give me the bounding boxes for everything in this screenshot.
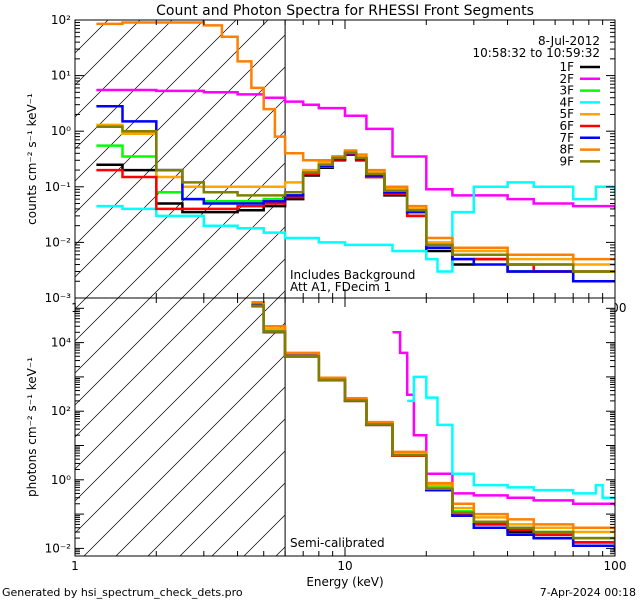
legend-label: 9F bbox=[559, 154, 574, 168]
timestamp: 7-Apr-2024 00:18 bbox=[540, 586, 636, 599]
hatch-line bbox=[75, 20, 173, 118]
x-tick-label: 100 bbox=[604, 559, 627, 573]
x-tick-label: 10 bbox=[337, 559, 352, 573]
annotation-attenuator: Att A1, FDecim 1 bbox=[290, 280, 391, 294]
series-2F bbox=[96, 88, 615, 209]
hatch-line bbox=[75, 298, 311, 534]
time-range-label: 10:58:32 to 10:59:32 bbox=[473, 46, 600, 60]
hatch-line bbox=[75, 298, 215, 438]
hatch-line bbox=[75, 298, 279, 502]
y-axis-label: counts cm⁻² s⁻¹ keV⁻¹ bbox=[25, 93, 39, 225]
series-9F bbox=[251, 304, 615, 546]
series-9F bbox=[96, 125, 615, 273]
generated-by: Generated by hsi_spectrum_check_dets.pro bbox=[2, 586, 243, 599]
y-axis-label: photons cm⁻² s⁻¹ keV⁻¹ bbox=[25, 357, 39, 497]
legend-label: 7F bbox=[559, 131, 574, 145]
x-axis-label: Energy (keV) bbox=[306, 575, 383, 589]
y-tick-label: 10² bbox=[51, 13, 71, 27]
hatch-line bbox=[75, 298, 87, 310]
y-tick-label: 10⁰ bbox=[51, 473, 71, 487]
date-label: 8-Jul-2012 bbox=[538, 34, 600, 48]
top-panel-series bbox=[96, 21, 615, 283]
y-tick-label: 10⁰ bbox=[51, 124, 71, 138]
y-tick-label: 10⁻² bbox=[45, 235, 72, 249]
legend-label: 5F bbox=[559, 107, 574, 121]
legend-label: 1F bbox=[559, 60, 574, 74]
legend-label: 3F bbox=[559, 84, 574, 98]
hatch-line bbox=[75, 20, 109, 54]
hatch-line bbox=[75, 20, 269, 214]
series-4F bbox=[407, 375, 615, 499]
legend-label: 6F bbox=[559, 119, 574, 133]
annotation-background: Includes Background bbox=[290, 268, 415, 282]
hatch-line bbox=[75, 20, 301, 246]
y-tick-label: 10² bbox=[51, 404, 71, 418]
y-tick-label: 10⁻³ bbox=[45, 291, 72, 305]
hatch-line bbox=[75, 298, 247, 470]
bottom-panel: 1 10 100 10⁻² 10⁰ 10² 10⁴ photons cm⁻² s⁻¹ keV⁻… bbox=[0, 297, 627, 589]
hatch-line bbox=[75, 20, 205, 150]
hatch-line bbox=[75, 20, 141, 86]
chart-title: Count and Photon Spectra for RHESSI Fron… bbox=[156, 3, 534, 19]
y-tick-label: 10⁻¹ bbox=[45, 180, 72, 194]
y-tick-label: 10⁻² bbox=[45, 541, 72, 555]
legend-label: 4F bbox=[559, 95, 574, 109]
legend-label: 2F bbox=[559, 72, 574, 86]
series-8F bbox=[251, 301, 615, 532]
y-tick-label: 10¹ bbox=[51, 69, 71, 83]
hatch-line bbox=[75, 298, 151, 374]
hatch-line bbox=[0, 20, 12, 298]
series-4F bbox=[96, 181, 615, 273]
x-tick-label: 1 bbox=[71, 559, 79, 573]
bottom-panel-series bbox=[251, 301, 615, 552]
hatch-line bbox=[75, 20, 237, 182]
annotation-semi-calibrated: Semi-calibrated bbox=[290, 536, 385, 550]
top-panel-hatch bbox=[0, 20, 615, 298]
hatch-line bbox=[75, 298, 183, 406]
legend-label: 8F bbox=[559, 143, 574, 157]
hatch-line bbox=[0, 298, 22, 556]
y-tick-label: 10⁴ bbox=[51, 336, 71, 350]
bottom-panel-hatch bbox=[0, 298, 615, 556]
